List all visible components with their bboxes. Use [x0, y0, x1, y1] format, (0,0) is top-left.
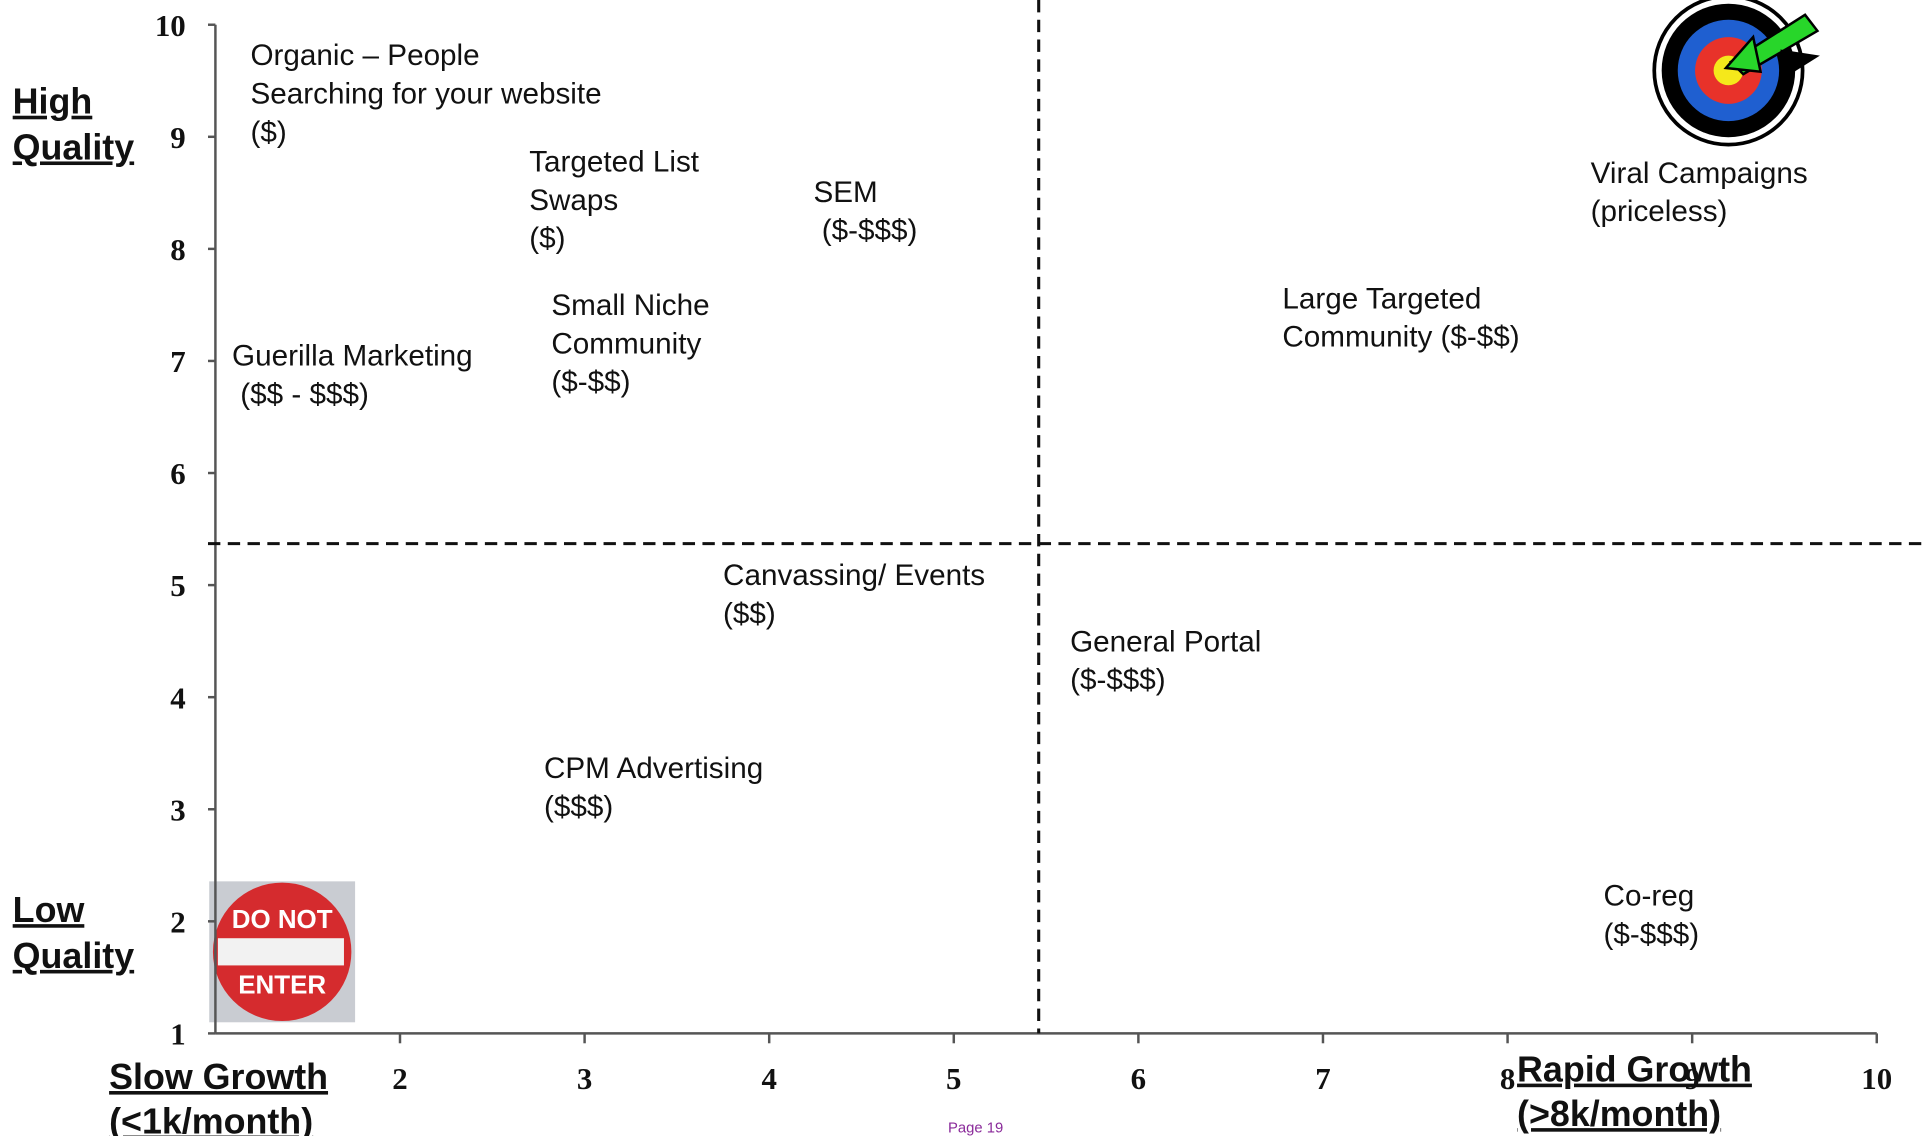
item-text: ($-$$$) [1604, 918, 1700, 951]
item-text: Swaps [529, 184, 618, 217]
x-tick-label: 5 [946, 1061, 961, 1096]
item-text: ($$ - $$$) [232, 378, 369, 411]
item-text: Targeted List [529, 146, 700, 179]
item-label: Viral Campaigns (priceless) [1591, 157, 1808, 228]
item-text: Community ($-$$) [1282, 321, 1519, 354]
item-text: General Portal [1070, 625, 1261, 658]
item-text: SEM [813, 176, 877, 209]
item-text: Guerilla Marketing [232, 339, 473, 372]
target-icon [1652, 0, 1820, 147]
item-text: ($$$) [544, 790, 613, 823]
item-label: Organic – People Searching for your websi… [250, 39, 601, 149]
item-label: Targeted List Swaps ($) [529, 146, 700, 256]
x-tick-label: 10 [1861, 1061, 1892, 1096]
y-axis-label: High [13, 82, 93, 122]
x-tick-label: 9 [1684, 1061, 1699, 1096]
item-label: SEM ($-$$$) [813, 176, 917, 247]
x-tick-label: 6 [1131, 1061, 1146, 1096]
y-tick-label: 4 [170, 680, 185, 715]
item-text: (priceless) [1591, 195, 1728, 228]
y-tick-label: 8 [170, 232, 185, 267]
item-label: Small Niche Community ($-$$) [551, 289, 709, 399]
item-text: Viral Campaigns [1591, 157, 1808, 190]
x-axis-label: Rapid Growth [1517, 1050, 1752, 1090]
y-tick-label: 1 [170, 1017, 185, 1052]
item-label: Guerilla Marketing ($$ - $$$) [232, 339, 473, 410]
item-text: Canvassing/ Events [723, 559, 985, 592]
y-tick-label: 9 [170, 120, 185, 155]
item-text: ($) [529, 222, 565, 255]
item-text: Community [551, 327, 701, 360]
item-label: Canvassing/ Events ($$) [723, 559, 985, 630]
item-label: CPM Advertising ($$$) [544, 752, 763, 823]
y-axis-label: Quality [13, 127, 135, 167]
sign-icon [209, 881, 356, 1023]
y-tick-label: 5 [170, 568, 185, 603]
item-text: Large Targeted [1282, 282, 1481, 315]
item-text: Co-reg [1604, 880, 1695, 913]
x-tick-label: 3 [577, 1061, 592, 1096]
x-axis-label: (>8k/month) [1517, 1094, 1721, 1134]
y-axis-label: Quality [13, 936, 135, 976]
item-text: Searching for your website [250, 77, 601, 110]
x-axis-label: Slow Growth [109, 1057, 328, 1097]
x-axis-label: (<1k/month) [109, 1102, 313, 1136]
page-footer: Page 19 [948, 1120, 1003, 1136]
sign-text: ENTER [238, 971, 326, 999]
y-axis-label: Low [13, 890, 85, 930]
item-text: CPM Advertising [544, 752, 763, 785]
x-tick-label: 8 [1500, 1061, 1515, 1096]
y-tick-label: 6 [170, 456, 185, 491]
x-tick-label: 7 [1315, 1061, 1330, 1096]
y-tick-label: 3 [170, 792, 185, 827]
item-text: ($$) [723, 597, 776, 630]
item-label: Co-reg ($-$$$) [1604, 880, 1700, 951]
y-tick-label: 2 [170, 904, 185, 939]
x-tick-label: 2 [392, 1061, 407, 1096]
x-tick-label: 4 [761, 1061, 776, 1096]
sign-text: DO NOT [232, 906, 333, 934]
item-label: General Portal ($-$$$) [1070, 625, 1261, 696]
y-tick-label: 10 [155, 8, 186, 43]
item-text: ($-$$$) [1070, 664, 1166, 697]
item-text: Organic – People [250, 39, 479, 72]
item-text: ($-$$$) [813, 214, 917, 247]
item-text: Small Niche [551, 289, 709, 322]
item-label: Large Targeted Community ($-$$) [1282, 282, 1519, 353]
y-tick-label: 7 [170, 344, 185, 379]
item-text: ($) [250, 116, 286, 149]
item-text: ($-$$) [551, 366, 630, 399]
